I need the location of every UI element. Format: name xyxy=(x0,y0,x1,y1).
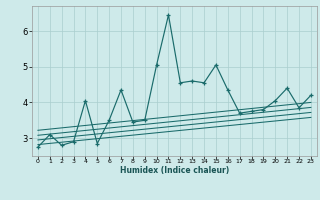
X-axis label: Humidex (Indice chaleur): Humidex (Indice chaleur) xyxy=(120,166,229,175)
